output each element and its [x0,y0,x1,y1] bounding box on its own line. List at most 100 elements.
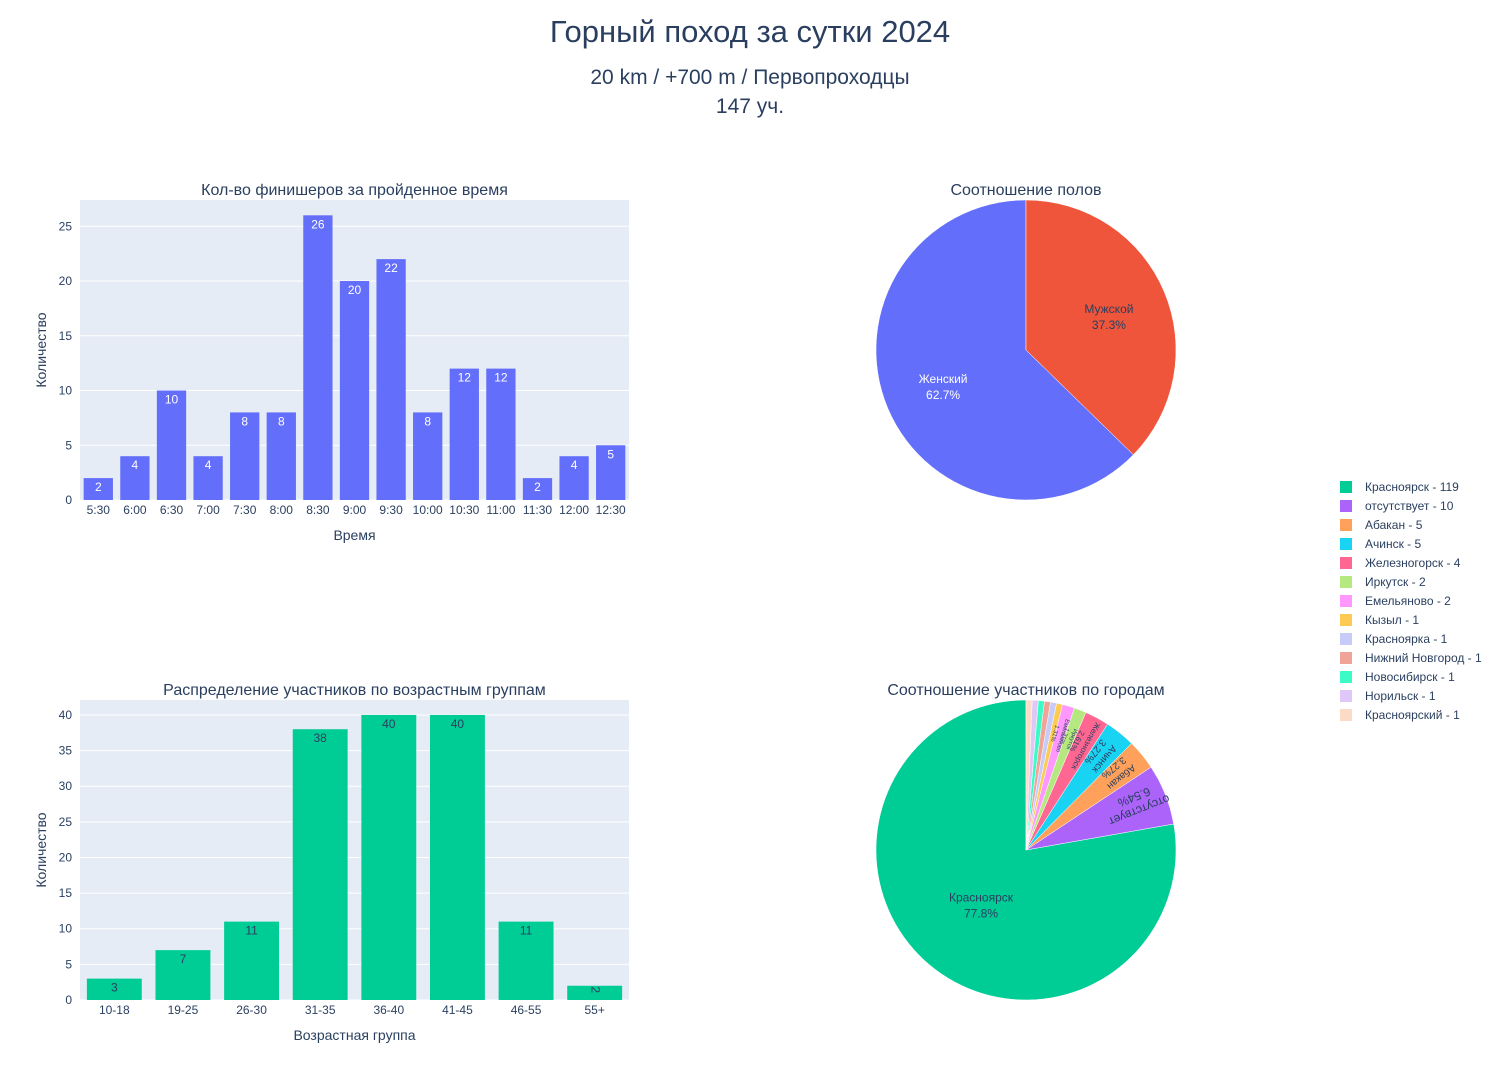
legend-entry: Красноярка - 1 [1365,632,1448,646]
y-tick-label: 0 [65,993,72,1007]
participants-count: 147 уч. [715,95,785,118]
x-tick-label: 8:30 [306,503,330,517]
y-tick-label: 10 [59,384,73,398]
x-tick-label: 11:30 [523,503,552,517]
legend-swatch [1340,671,1352,683]
legend-swatch [1340,690,1352,702]
bar [303,215,333,500]
y-tick-label: 5 [65,957,72,971]
pie-slice [1025,199,1177,456]
bar-chart-1: 05101520255:3026:0046:30107:0047:3088:00… [33,182,629,543]
legend-swatch [1340,481,1352,493]
y-tick-label: 15 [59,329,73,343]
x-tick-label: 41-45 [442,1003,473,1017]
bar [559,456,589,500]
data-label: 38 [314,731,328,745]
legend-entry: Нижний Новгород - 1 [1365,651,1482,665]
y-axis-label: Количество [33,812,49,887]
legend: Красноярск - 119 отсутствует - 10 Абакан -… [1340,480,1482,722]
x-tick-label: 10-18 [99,1003,130,1017]
y-tick-label: 20 [59,274,73,288]
x-tick-label: 10:00 [413,503,443,517]
bar [86,978,142,1000]
x-tick-label: 12:30 [596,503,626,517]
legend-entry: Красноярск - 119 [1365,480,1459,494]
bar [429,714,485,1000]
legend-swatch [1340,519,1352,531]
data-label: 8 [424,414,431,428]
x-axis-label: Время [333,527,375,543]
slice-label: Женский [919,372,968,386]
data-label: 22 [384,261,398,275]
bar [193,456,223,500]
legend-swatch [1340,633,1352,645]
x-tick-label: 31-35 [305,1003,336,1017]
pie-chart-2: Соотношение полов Женский 62.7% Мужской 37.3… [875,182,1177,501]
bar [156,390,187,500]
y-tick-label: 40 [59,708,73,722]
chart-title: Соотношение участников по городам [887,682,1164,699]
x-tick-label: 11:00 [486,503,515,517]
chart-title: Кол-во финишеров за пройденное время [201,182,508,199]
slice-percent: 37.3% [1092,318,1126,332]
legend-swatch [1340,500,1352,512]
data-label: 2 [534,480,541,494]
legend-swatch [1340,709,1352,721]
y-tick-label: 20 [59,850,73,864]
bar [413,412,443,500]
y-tick-label: 10 [59,922,73,936]
data-label: 2 [95,480,102,494]
legend-swatch [1340,538,1352,550]
bar [339,281,370,500]
legend-entry: Иркутск - 2 [1365,575,1426,589]
data-label: 11 [520,924,533,938]
legend-entry: Новосибирск - 1 [1365,670,1455,684]
bar [120,456,150,500]
bar [522,478,553,500]
x-tick-label: 9:00 [343,503,367,517]
bar [230,412,260,500]
x-tick-label: 6:00 [123,503,147,517]
legend-swatch [1340,652,1352,664]
data-label: 12 [458,371,472,385]
pie-slice [875,199,1134,501]
x-tick-label: 9:30 [379,503,403,517]
y-tick-label: 30 [59,779,73,793]
pie-chart-4: Соотношение участников по городам Красноя… [875,682,1177,1001]
data-label: 26 [311,217,325,231]
legend-entry: Кызыл - 1 [1365,613,1419,627]
bar [486,368,516,500]
bar-chart-3: 0 5 10 15 20 25 30 35 40 10-18 3 19-25 7 26-30 11 31-35… [33,682,629,1043]
data-label: 40 [382,717,396,731]
bar [376,259,406,500]
y-tick-label: 25 [59,815,73,829]
data-label: 12 [494,371,508,385]
bar [155,950,211,1000]
x-tick-label: 8:00 [270,503,294,517]
legend-entry: отсутствует - 10 [1365,499,1454,513]
slice-label: Красноярск [949,891,1014,905]
y-axis-label: Количество [33,312,49,387]
legend-entry: Емельяново - 2 [1365,594,1451,608]
data-label: 3 [111,981,118,995]
data-label: 4 [205,458,212,472]
bar [567,985,623,1000]
bar [266,412,296,500]
slice-percent: 62.7% [926,388,960,402]
x-tick-label: 5:30 [87,503,111,517]
x-axis-label: Возрастная группа [293,1027,415,1043]
legend-swatch [1340,576,1352,588]
data-label: 2 [589,986,603,993]
y-tick-label: 0 [65,493,72,507]
data-label: 40 [451,717,465,731]
x-tick-label: 19-25 [168,1003,199,1017]
y-tick-label: 25 [59,219,73,233]
x-tick-label: 7:30 [233,503,257,517]
legend-entry: Железногорск - 4 [1365,556,1461,570]
pie-slice [1025,699,1033,851]
x-tick-label: 7:00 [196,503,220,517]
data-label: 7 [180,952,187,966]
y-tick-label: 5 [65,438,72,452]
x-tick-label: 36-40 [373,1003,404,1017]
